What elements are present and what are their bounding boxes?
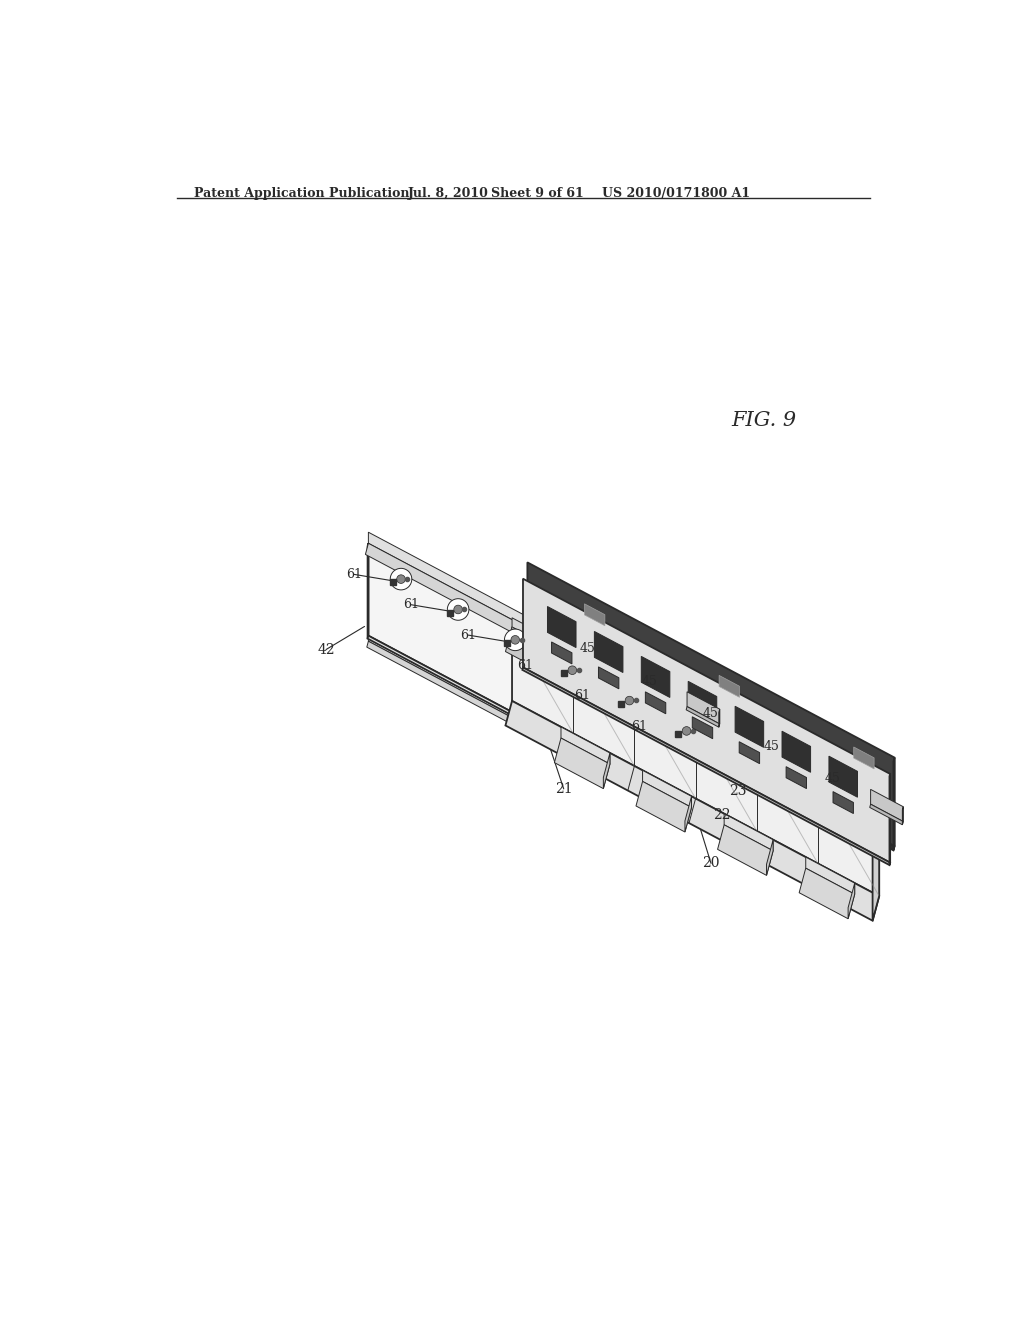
Polygon shape <box>718 825 773 875</box>
Text: 45: 45 <box>764 739 779 752</box>
Polygon shape <box>636 781 691 832</box>
Polygon shape <box>735 706 764 747</box>
Polygon shape <box>523 578 890 863</box>
Polygon shape <box>799 869 855 919</box>
Text: FIG. 9: FIG. 9 <box>731 411 797 430</box>
Text: Jul. 8, 2010: Jul. 8, 2010 <box>408 187 488 199</box>
Polygon shape <box>528 614 549 638</box>
Polygon shape <box>369 532 743 743</box>
Circle shape <box>682 726 691 735</box>
Polygon shape <box>848 883 855 919</box>
Text: 61: 61 <box>460 628 476 642</box>
Polygon shape <box>569 635 590 659</box>
Polygon shape <box>641 656 670 697</box>
Polygon shape <box>366 544 743 754</box>
Text: 45: 45 <box>702 708 718 721</box>
Polygon shape <box>742 836 743 846</box>
Circle shape <box>390 569 412 590</box>
Text: 42: 42 <box>317 643 335 656</box>
Polygon shape <box>872 822 880 920</box>
Polygon shape <box>369 636 743 841</box>
Polygon shape <box>687 692 720 723</box>
Polygon shape <box>506 701 880 920</box>
Circle shape <box>568 665 577 675</box>
Polygon shape <box>512 618 880 822</box>
Polygon shape <box>814 766 835 789</box>
Circle shape <box>454 605 463 614</box>
Polygon shape <box>869 804 903 825</box>
Polygon shape <box>872 813 880 846</box>
Circle shape <box>625 696 634 705</box>
Text: 21: 21 <box>555 781 572 796</box>
Polygon shape <box>585 603 605 626</box>
Polygon shape <box>724 813 773 851</box>
Text: Sheet 9 of 61: Sheet 9 of 61 <box>490 187 584 199</box>
Text: 45: 45 <box>641 675 657 688</box>
Text: 61: 61 <box>403 598 419 611</box>
Polygon shape <box>512 627 880 896</box>
Polygon shape <box>645 692 666 714</box>
Polygon shape <box>552 642 572 664</box>
Polygon shape <box>691 701 712 725</box>
Polygon shape <box>739 742 760 764</box>
Text: US 2010/0171800 A1: US 2010/0171800 A1 <box>602 187 750 199</box>
Polygon shape <box>369 544 743 836</box>
Text: 61: 61 <box>574 689 591 702</box>
Text: 45: 45 <box>824 772 841 785</box>
Circle shape <box>396 574 406 583</box>
Polygon shape <box>522 668 890 865</box>
Polygon shape <box>732 722 753 746</box>
Text: 45: 45 <box>580 643 596 655</box>
Circle shape <box>618 690 640 711</box>
Circle shape <box>561 660 583 681</box>
Polygon shape <box>506 627 880 846</box>
Polygon shape <box>692 717 713 739</box>
Text: 61: 61 <box>346 568 362 581</box>
Polygon shape <box>367 642 743 846</box>
Polygon shape <box>829 756 857 797</box>
Polygon shape <box>688 681 717 722</box>
Polygon shape <box>767 840 773 875</box>
Text: 61: 61 <box>632 719 647 733</box>
Circle shape <box>505 630 526 651</box>
Polygon shape <box>806 857 855 894</box>
Circle shape <box>511 635 519 644</box>
Polygon shape <box>603 752 610 788</box>
Text: 61: 61 <box>517 659 534 672</box>
Polygon shape <box>786 767 807 788</box>
Polygon shape <box>527 562 895 846</box>
Text: 22: 22 <box>713 808 731 821</box>
Polygon shape <box>782 731 811 772</box>
Polygon shape <box>719 676 739 697</box>
Polygon shape <box>643 771 691 808</box>
Polygon shape <box>554 738 610 788</box>
Polygon shape <box>870 789 903 821</box>
Circle shape <box>447 599 469 620</box>
Polygon shape <box>526 651 895 850</box>
Polygon shape <box>650 678 671 702</box>
Polygon shape <box>610 657 631 681</box>
Polygon shape <box>561 727 610 764</box>
Polygon shape <box>686 706 720 727</box>
Polygon shape <box>548 606 577 648</box>
Polygon shape <box>893 758 895 850</box>
Polygon shape <box>833 792 853 813</box>
Text: Patent Application Publication: Patent Application Publication <box>194 187 410 199</box>
Polygon shape <box>685 796 691 832</box>
Polygon shape <box>594 631 623 672</box>
Text: 23: 23 <box>729 784 746 797</box>
Polygon shape <box>773 743 794 767</box>
Polygon shape <box>598 667 618 689</box>
Text: 20: 20 <box>702 857 720 870</box>
Polygon shape <box>854 747 874 768</box>
Polygon shape <box>368 636 743 838</box>
Circle shape <box>676 721 697 742</box>
Polygon shape <box>740 731 743 754</box>
